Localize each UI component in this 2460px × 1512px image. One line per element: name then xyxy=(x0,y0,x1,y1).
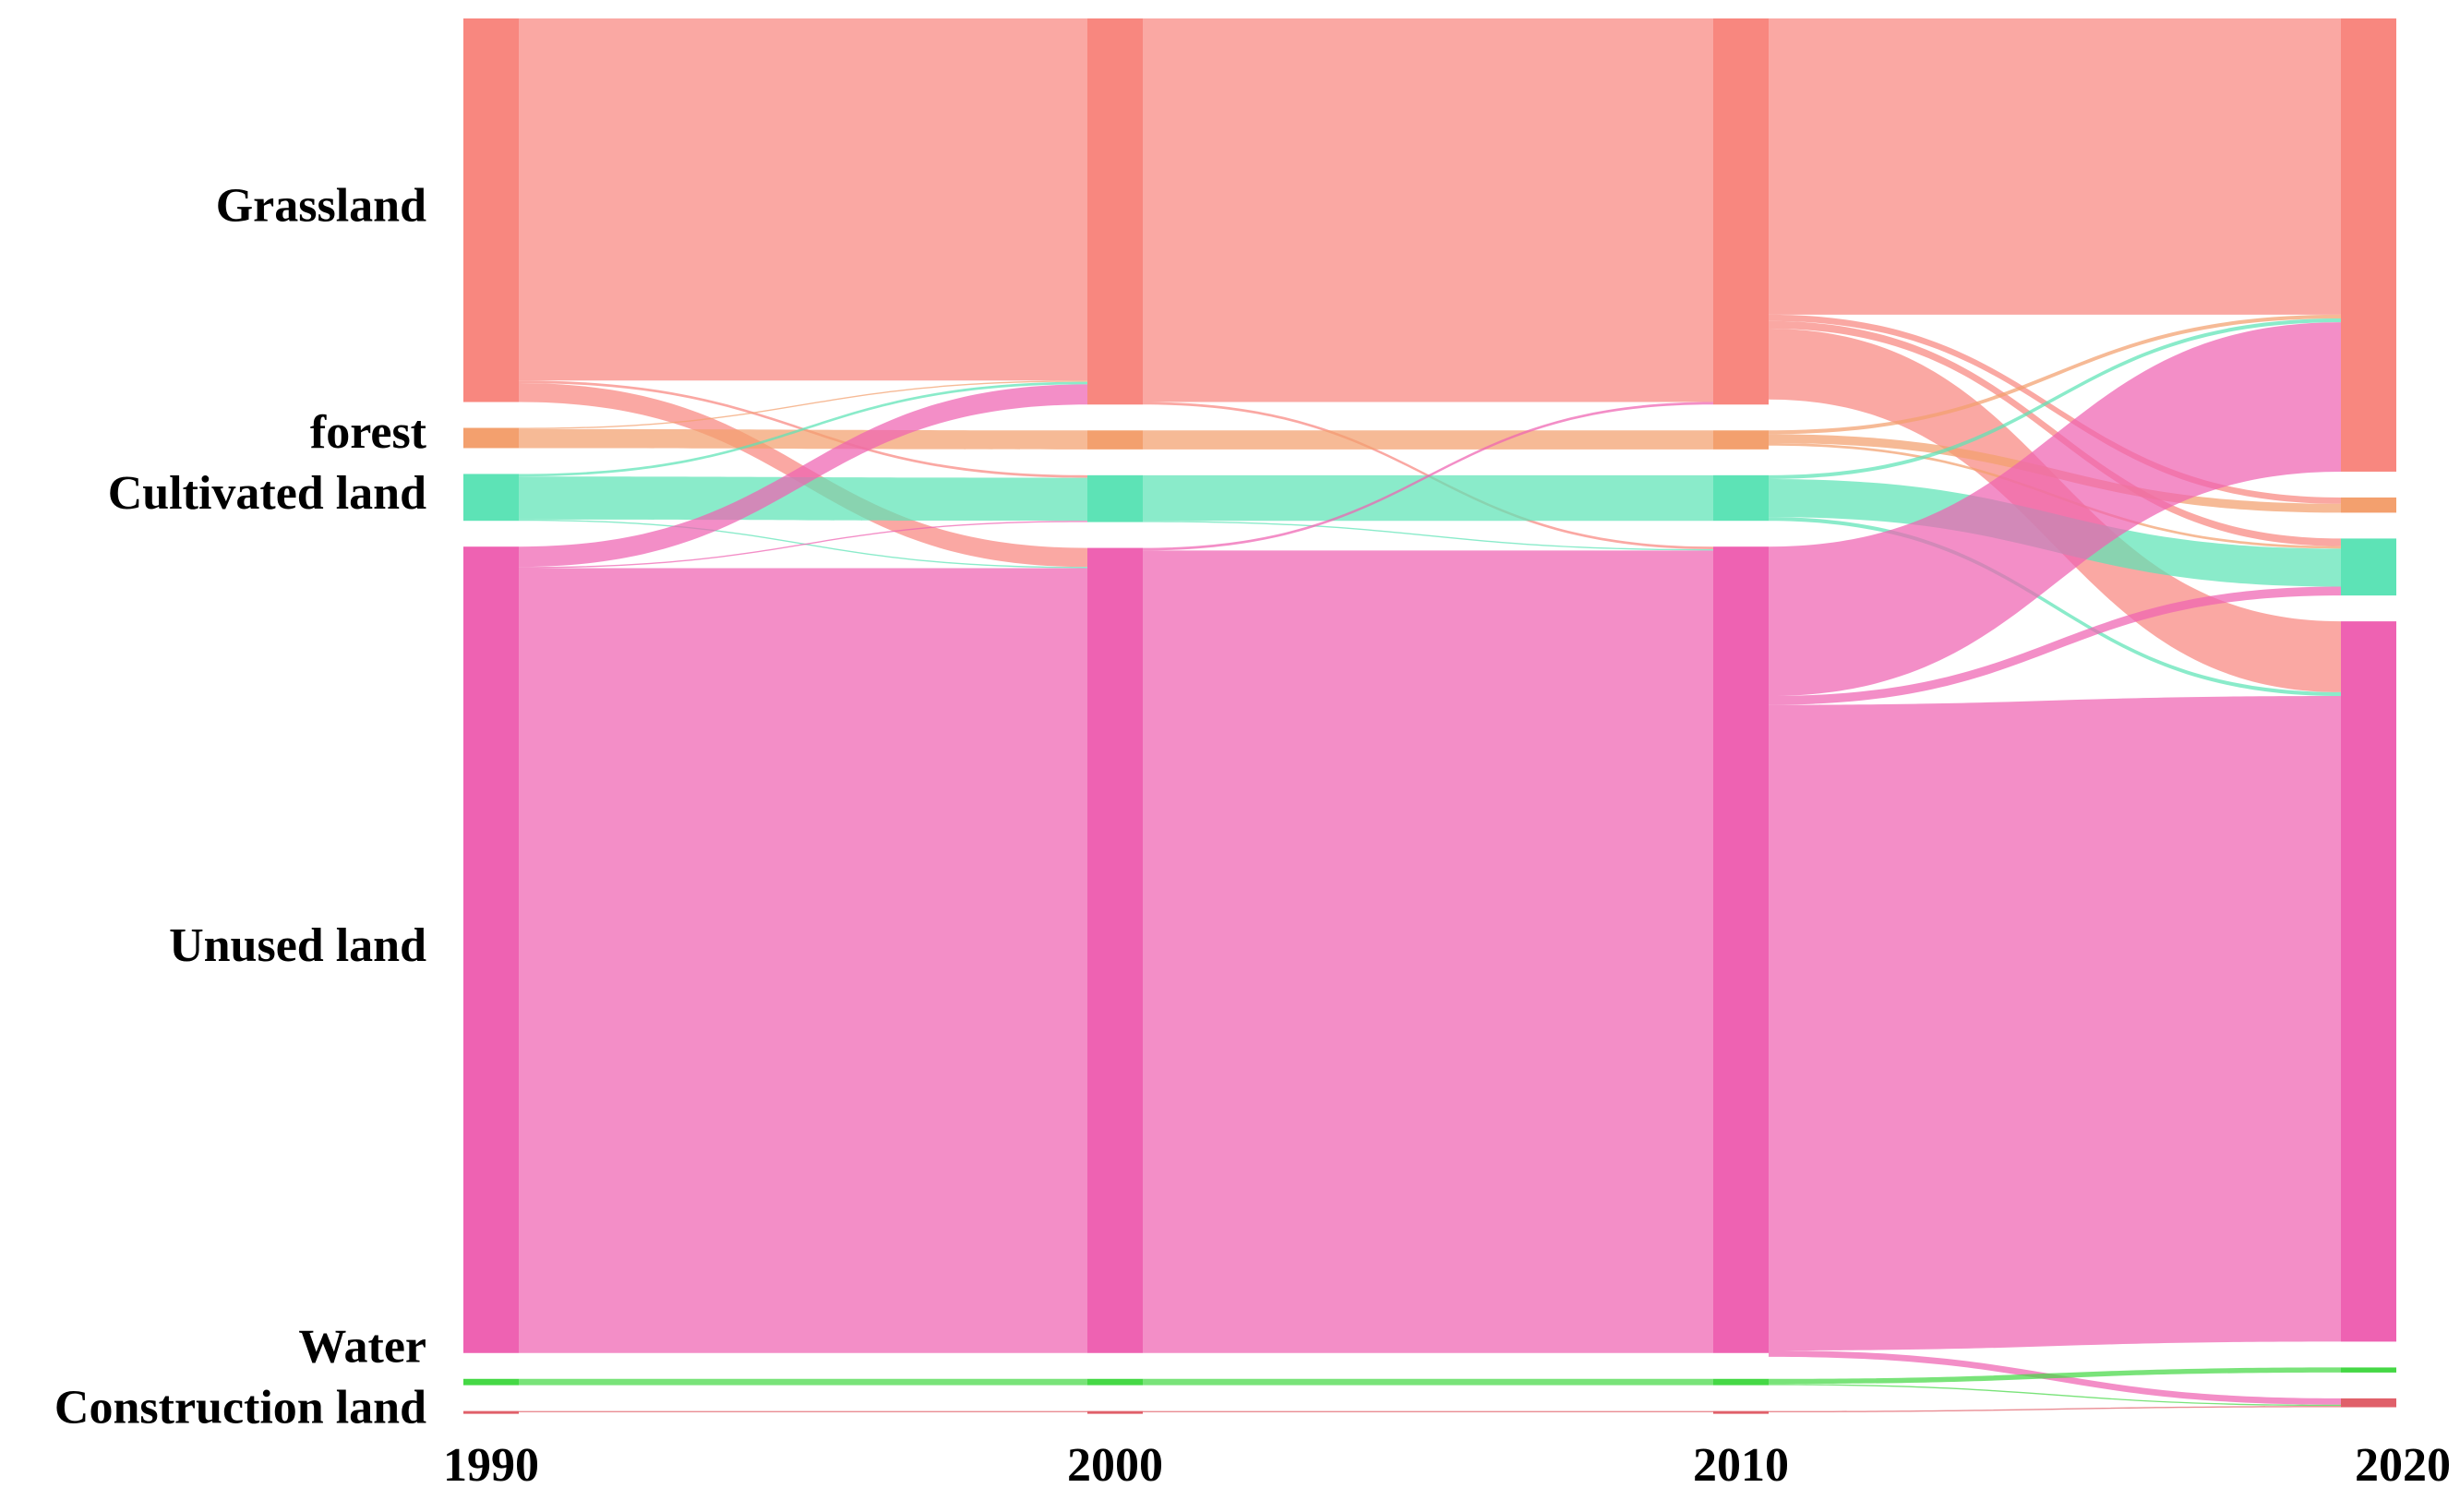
flow xyxy=(1769,1384,2341,1407)
node xyxy=(1713,1410,1769,1414)
flow xyxy=(1769,320,2341,546)
flow xyxy=(1769,18,2341,315)
flow xyxy=(1143,550,1713,1353)
node xyxy=(2341,1367,2396,1373)
node xyxy=(1087,474,1143,522)
node xyxy=(2341,538,2396,596)
flow xyxy=(1143,18,1713,402)
flow xyxy=(519,380,1087,429)
category-label: forest xyxy=(310,406,427,459)
node xyxy=(2341,497,2396,513)
flow xyxy=(519,1378,1087,1386)
node xyxy=(2341,18,2396,472)
node xyxy=(1713,474,1769,522)
flow xyxy=(1143,1378,1713,1386)
x-tick-label: 2010 xyxy=(1693,1439,1789,1492)
flow xyxy=(1143,402,1713,551)
flow xyxy=(519,476,1087,522)
node xyxy=(1087,18,1143,405)
node xyxy=(463,427,519,449)
flow xyxy=(1769,517,2341,697)
category-label: Cultivated land xyxy=(108,467,426,520)
flow xyxy=(1143,1410,1713,1412)
flow xyxy=(519,381,1087,477)
flow xyxy=(1143,474,1713,522)
category-label: Water xyxy=(298,1320,426,1373)
flow xyxy=(519,568,1087,1353)
category-label: Grassland xyxy=(216,180,426,233)
flow xyxy=(1143,430,1713,450)
category-label: Construction land xyxy=(54,1381,426,1434)
flow xyxy=(1769,1406,2341,1412)
flow xyxy=(1769,314,2341,504)
node xyxy=(1713,546,1769,1353)
flow xyxy=(1769,322,2341,697)
node xyxy=(2341,1398,2396,1408)
flow xyxy=(519,428,1087,450)
flow xyxy=(1769,1367,2341,1385)
node xyxy=(1087,1378,1143,1386)
node xyxy=(2341,621,2396,1342)
node xyxy=(1713,1378,1769,1386)
flow xyxy=(519,18,1087,381)
flow xyxy=(1769,314,2341,435)
flow xyxy=(1769,696,2341,1351)
flow xyxy=(1769,318,2341,479)
x-tick-label: 2020 xyxy=(2355,1439,2451,1492)
flow xyxy=(519,384,1087,568)
node xyxy=(463,18,519,402)
node xyxy=(1087,430,1143,450)
category-label: Unused land xyxy=(169,919,426,972)
node xyxy=(463,546,519,1353)
flow xyxy=(1769,586,2341,705)
flow xyxy=(519,1410,1087,1412)
node xyxy=(463,1410,519,1414)
node xyxy=(1087,547,1143,1353)
node xyxy=(463,474,519,522)
flow xyxy=(519,521,1087,569)
node xyxy=(1087,1410,1143,1414)
x-tick-label: 2000 xyxy=(1067,1439,1163,1492)
x-tick-label: 1990 xyxy=(443,1439,539,1492)
node xyxy=(1713,430,1769,450)
flow xyxy=(1143,521,1713,551)
node xyxy=(463,1378,519,1386)
node xyxy=(1713,18,1769,405)
